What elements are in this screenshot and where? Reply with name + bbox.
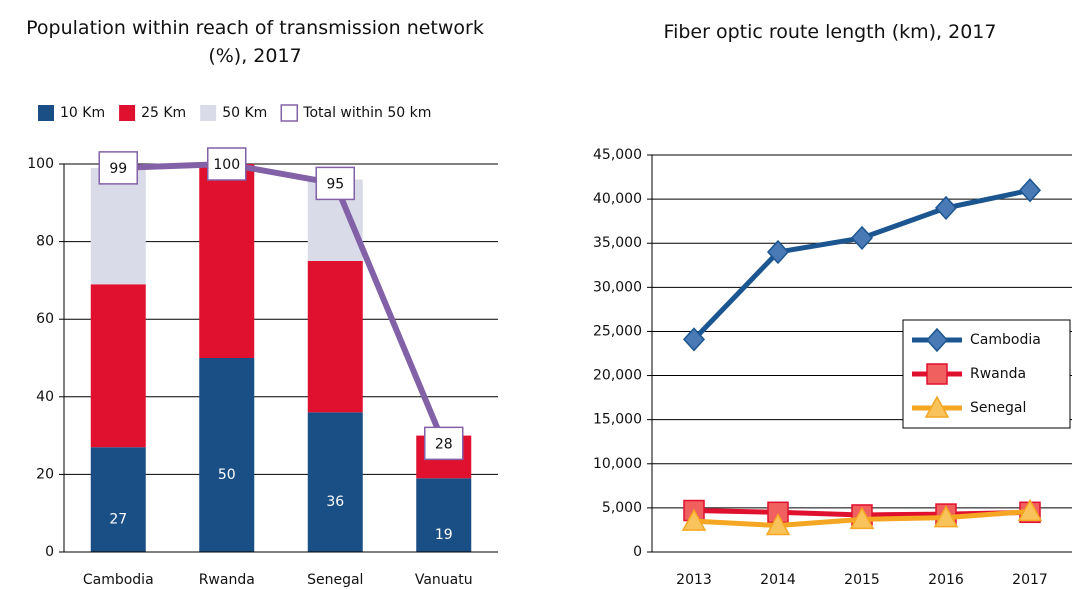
data-label: 36 bbox=[326, 494, 344, 510]
chart-title: Fiber optic route length (km), 2017 bbox=[663, 21, 997, 43]
x-tick-label: 2017 bbox=[1012, 572, 1048, 588]
legend-marker bbox=[926, 363, 948, 385]
total-label-box bbox=[207, 147, 247, 181]
x-tick-label: 2013 bbox=[676, 572, 712, 588]
total-label-box bbox=[424, 426, 464, 461]
data-label: 19 bbox=[435, 527, 453, 543]
legend-marker bbox=[924, 395, 950, 418]
x-tick-label: Senegal bbox=[307, 572, 363, 588]
legend-label: 50 Km bbox=[222, 105, 267, 121]
y-tick-label: 0 bbox=[45, 544, 54, 560]
legend-swatch bbox=[280, 104, 299, 122]
point bbox=[933, 505, 959, 528]
point bbox=[1018, 178, 1042, 203]
bar-segment bbox=[199, 358, 255, 552]
legend-marker bbox=[925, 327, 949, 353]
legend-swatch bbox=[200, 105, 217, 121]
y-tick-label: 20,000 bbox=[593, 368, 642, 384]
total-label-box bbox=[98, 151, 138, 185]
bar-segment bbox=[90, 284, 146, 448]
bar-segment bbox=[90, 167, 146, 285]
x-tick-label: 2015 bbox=[844, 572, 880, 588]
bar-segment bbox=[307, 261, 363, 413]
legend-label: Senegal bbox=[970, 400, 1026, 416]
point bbox=[765, 512, 791, 536]
data-label: 28 bbox=[435, 436, 453, 452]
data-label: 95 bbox=[326, 176, 344, 192]
point bbox=[682, 327, 706, 352]
total-line bbox=[118, 160, 447, 445]
y-tick-label: 25,000 bbox=[593, 323, 642, 339]
series-line bbox=[692, 187, 1031, 342]
y-tick-label: 45,000 bbox=[593, 147, 642, 163]
y-tick-label: 15,000 bbox=[593, 412, 642, 428]
y-tick-label: 80 bbox=[36, 234, 54, 250]
data-label: 50 bbox=[218, 467, 236, 483]
y-tick-label: 5,000 bbox=[602, 500, 642, 516]
data-label: 27 bbox=[109, 512, 127, 528]
x-tick-label: 2014 bbox=[760, 572, 796, 588]
y-tick-label: 30,000 bbox=[593, 279, 642, 295]
y-tick-label: 100 bbox=[27, 156, 54, 172]
y-tick-label: 0 bbox=[633, 544, 642, 560]
point bbox=[934, 195, 958, 221]
y-tick-label: 40,000 bbox=[593, 191, 642, 207]
legend-label: Cambodia bbox=[970, 332, 1041, 348]
legend-swatch bbox=[119, 105, 136, 121]
point bbox=[849, 506, 875, 530]
point bbox=[766, 239, 790, 265]
total-label-box bbox=[315, 166, 355, 201]
bar-segment bbox=[416, 478, 472, 552]
y-tick-label: 20 bbox=[36, 466, 54, 482]
y-tick-label: 40 bbox=[36, 389, 54, 405]
x-tick-label: Cambodia bbox=[83, 572, 154, 588]
x-tick-label: Rwanda bbox=[199, 572, 255, 588]
legend-label: 10 Km bbox=[60, 105, 105, 121]
bar-segment bbox=[307, 412, 363, 552]
y-tick-label: 10,000 bbox=[593, 456, 642, 472]
x-tick-label: Vanuatu bbox=[415, 572, 473, 588]
data-label: 99 bbox=[109, 161, 127, 177]
y-tick-label: 35,000 bbox=[593, 235, 642, 251]
legend-swatch bbox=[38, 105, 54, 121]
point bbox=[850, 225, 874, 251]
legend-label: 25 Km bbox=[141, 105, 186, 121]
y-tick-label: 60 bbox=[36, 311, 54, 327]
chart-title: Population within reach of transmission … bbox=[26, 17, 484, 67]
legend-label: Rwanda bbox=[970, 366, 1026, 382]
legend-label: Total within 50 km bbox=[302, 105, 431, 121]
point bbox=[681, 508, 707, 531]
data-label: 100 bbox=[213, 157, 240, 173]
x-tick-label: 2016 bbox=[928, 572, 964, 588]
bar-segment bbox=[90, 447, 146, 552]
bar-segment bbox=[199, 164, 255, 358]
point bbox=[1017, 498, 1043, 522]
